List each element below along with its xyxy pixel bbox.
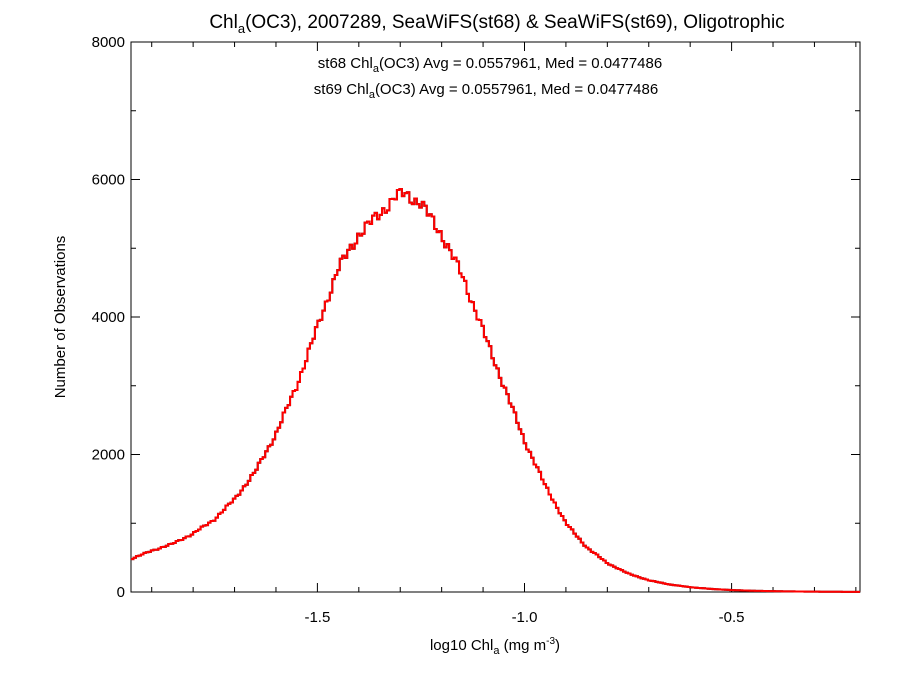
x-axis-title-unit: (mg m <box>499 637 546 654</box>
annotation-st69-subscript: a <box>369 89 376 101</box>
title-main: Chl <box>209 12 238 33</box>
x-tick-label: -1.5 <box>304 609 330 626</box>
x-tick-label: -0.5 <box>719 609 745 626</box>
plot-frame <box>130 41 861 593</box>
series-st69-step-line <box>131 187 861 593</box>
x-axis-title-end: ) <box>555 637 560 654</box>
annotation-st68-prefix: st68 Chl <box>318 55 373 72</box>
annotation-st69: st69 Chla(OC3) Avg = 0.0557961, Med = 0.… <box>314 81 658 101</box>
title-subscript: a <box>238 21 246 36</box>
y-tick-label: 0 <box>117 584 125 601</box>
x-tick-label: -1.0 <box>512 609 538 626</box>
y-axis-title: Number of Observations <box>52 236 69 399</box>
annotation-st68-subscript: a <box>373 63 380 75</box>
axis-tick-labels: 0 2000 4000 6000 8000 -1.5 -1.0 -0.5 <box>92 34 745 626</box>
y-tick-label: 2000 <box>92 447 125 464</box>
y-tick-label: 8000 <box>92 34 125 51</box>
x-axis-title-subscript: a <box>493 645 500 657</box>
chart-title: Chla(OC3), 2007289, SeaWiFS(st68) & SeaW… <box>209 12 784 36</box>
y-tick-label: 6000 <box>92 172 125 189</box>
x-axis-title-superscript: -3 <box>546 636 555 647</box>
series-st68-step-line <box>131 187 861 593</box>
title-rest: (OC3), 2007289, SeaWiFS(st68) & SeaWiFS(… <box>245 12 785 33</box>
annotation-st68-suffix: (OC3) Avg = 0.0557961, Med = 0.0477486 <box>379 55 662 72</box>
axis-ticks <box>131 41 860 593</box>
x-axis-title: log10 Chla (mg m-3) <box>430 636 560 657</box>
annotation-st69-prefix: st69 Chl <box>314 81 369 98</box>
x-axis-title-main: log10 Chl <box>430 637 493 654</box>
y-tick-label: 4000 <box>92 309 125 326</box>
series-layer <box>131 187 861 593</box>
annotation-st68: st68 Chla(OC3) Avg = 0.0557961, Med = 0.… <box>318 55 662 75</box>
annotation-st69-suffix: (OC3) Avg = 0.0557961, Med = 0.0477486 <box>375 81 658 98</box>
